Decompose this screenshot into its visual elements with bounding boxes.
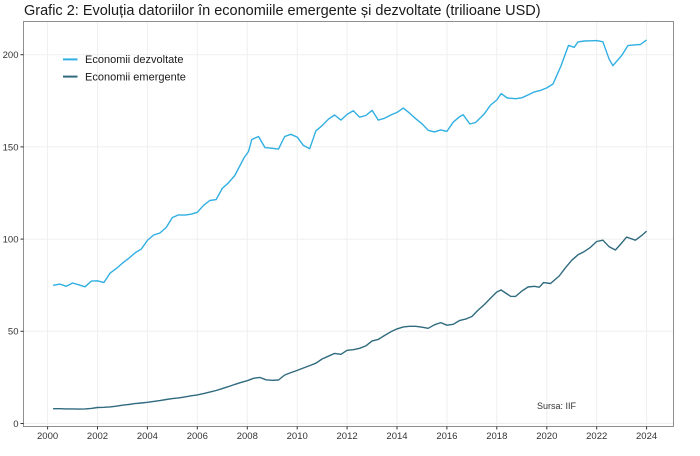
svg-text:Economii dezvoltate: Economii dezvoltate — [85, 54, 183, 66]
svg-text:Grafic 2: Evoluția datoriilor: Grafic 2: Evoluția datoriilor în economi… — [24, 3, 541, 19]
svg-text:2004: 2004 — [137, 431, 158, 442]
svg-text:2002: 2002 — [87, 431, 108, 442]
svg-text:Sursa: IIF: Sursa: IIF — [537, 401, 577, 411]
svg-text:2012: 2012 — [337, 431, 358, 442]
svg-text:100: 100 — [3, 235, 19, 246]
svg-text:2016: 2016 — [436, 431, 457, 442]
svg-text:2006: 2006 — [187, 431, 208, 442]
svg-text:2020: 2020 — [536, 431, 557, 442]
svg-text:2022: 2022 — [586, 431, 607, 442]
svg-text:50: 50 — [8, 327, 19, 338]
svg-text:2000: 2000 — [37, 431, 58, 442]
svg-text:2010: 2010 — [287, 431, 308, 442]
svg-text:2014: 2014 — [386, 431, 407, 442]
svg-text:2008: 2008 — [237, 431, 258, 442]
svg-text:200: 200 — [3, 50, 19, 61]
svg-text:Economii emergente: Economii emergente — [85, 71, 186, 83]
svg-text:150: 150 — [3, 142, 19, 153]
svg-text:0: 0 — [13, 419, 18, 430]
svg-text:2018: 2018 — [486, 431, 507, 442]
svg-text:2024: 2024 — [636, 431, 657, 442]
